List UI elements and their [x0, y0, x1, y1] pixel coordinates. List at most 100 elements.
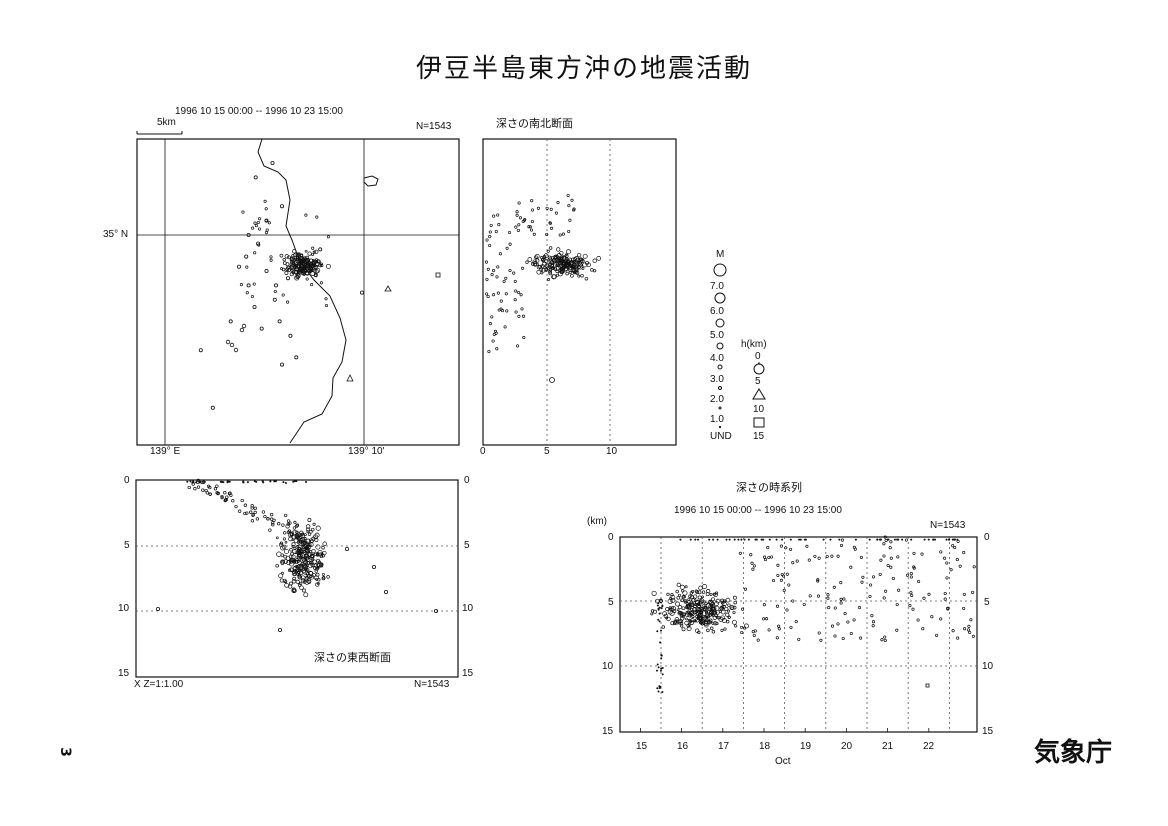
ns-hypocenter	[486, 267, 490, 271]
ts-hypocenter	[825, 554, 829, 559]
ew-hypocenter	[304, 545, 309, 550]
ns-hypocenter	[485, 292, 489, 296]
ts-hypocenter	[727, 609, 731, 613]
ew-hypocenter	[263, 514, 267, 519]
ns-hypocenter	[565, 260, 570, 265]
ts-hypocenter	[682, 590, 688, 596]
ew-hypocenter	[245, 511, 249, 515]
ts-hypocenter	[882, 542, 886, 546]
map-lat-label: 35° N	[103, 229, 129, 240]
ts-hypocenter	[682, 595, 686, 599]
ew-hypocenter-surface	[295, 480, 298, 483]
ts-day-ticks	[640, 728, 930, 732]
ew-hypocenter	[295, 523, 300, 527]
ns-title: 深さの南北断面	[496, 117, 573, 130]
ns-hypocenter	[520, 307, 524, 311]
ts-hypocenter-surface	[754, 538, 757, 541]
map-epicenter	[294, 355, 299, 360]
ew-hypocenter	[282, 537, 286, 541]
ns-hypocenter	[514, 310, 518, 314]
map-epicenter	[244, 254, 249, 259]
ts-hypocenter	[935, 633, 939, 637]
map-epicenter	[324, 297, 328, 301]
map-epicenter	[297, 252, 301, 256]
ts-hypocenter	[889, 540, 893, 544]
ew-hypocenter-surface	[305, 481, 307, 483]
ts-hypocenter	[839, 581, 843, 585]
ts-hypocenter	[725, 597, 731, 603]
ts-hypocenter	[710, 612, 714, 617]
ew-hypocenter	[303, 592, 309, 598]
ts-hypocenter	[817, 631, 821, 635]
ts-hypocenter	[939, 617, 943, 621]
ts-hypocenter	[971, 634, 975, 638]
ew-hypocenter	[285, 524, 290, 529]
ts-hypocenter	[672, 609, 677, 613]
ns-hypocenter	[512, 271, 516, 275]
ts-hypocenter-surface	[945, 538, 948, 541]
ts-hypocenter	[694, 617, 700, 623]
ns-hypocenter	[485, 277, 489, 281]
ts-hypocenter	[743, 587, 748, 591]
map-epicenter	[294, 266, 300, 272]
ts-hypocenter	[891, 576, 895, 580]
ns-hypocenter	[487, 349, 491, 354]
map-epicenter	[241, 210, 245, 214]
ts-hypocenter-surface	[876, 538, 879, 541]
ts-hypocenter	[971, 590, 975, 594]
ew-hypocenter	[271, 521, 275, 525]
ts-hypocenter	[720, 628, 724, 632]
ew-hypocenter	[231, 499, 235, 503]
ts-hypocenter-surface	[927, 538, 930, 541]
ew-hypocenter	[311, 558, 315, 562]
ns-hypocenter	[540, 264, 545, 269]
ts-hypocenter	[945, 576, 949, 580]
ew-hypocenter	[315, 525, 321, 531]
ts-hypocenter	[697, 630, 701, 635]
ts-hypocenter-surface	[716, 538, 719, 541]
ns-hypocenter	[494, 230, 498, 234]
ts-hypocenter	[795, 559, 799, 563]
ew-hypocenter	[292, 576, 297, 581]
ew-hypocenter	[286, 519, 291, 523]
ts-hypocenter	[930, 615, 934, 619]
ew-hypocenter	[322, 541, 327, 547]
ts-ytick-right-10: 10	[982, 661, 994, 672]
ew-hypocenter	[220, 494, 224, 499]
map-epicenter	[319, 281, 323, 285]
ew-hypocenter	[279, 542, 284, 547]
ts-hypocenter-surface	[838, 538, 841, 541]
ts-hypocenter	[708, 618, 713, 623]
ts-hypocenter	[692, 607, 698, 612]
ts-period: 1996 10 15 00:00 -- 1996 10 23 15:00	[674, 505, 842, 516]
ts-hypocenter	[909, 591, 913, 595]
ns-hypocenter	[484, 260, 488, 264]
ns-hypocenter	[578, 262, 583, 268]
ts-hypocenter-surface	[953, 538, 956, 541]
ns-hypocenter	[554, 261, 559, 266]
ns-hypocenter	[555, 269, 560, 274]
ew-hypocenter	[301, 562, 308, 569]
ts-hypocenter	[679, 584, 685, 590]
ts-hypocenter	[805, 544, 809, 548]
ts-hypocenter	[922, 596, 926, 600]
ts-hypocenter	[816, 579, 820, 583]
ts-hypocenter	[651, 590, 657, 596]
map-epicenter	[295, 258, 301, 264]
ew-hypocenter	[307, 532, 312, 536]
ts-hypocenter	[889, 565, 893, 569]
ew-hypocenter	[292, 529, 298, 535]
map-epicenter	[281, 293, 285, 297]
map-epicenter	[245, 291, 249, 295]
ts-hypocenter-surface	[760, 538, 763, 541]
ew-hypocenter	[281, 523, 285, 527]
map-epicenter	[284, 271, 289, 275]
legend-magnitude-symbol	[714, 292, 726, 304]
ns-hypocenter	[488, 322, 492, 326]
ew-hypocenter-surface	[228, 480, 231, 483]
map-epicenter	[259, 326, 264, 331]
ns-hypocenter	[566, 258, 570, 262]
ts-hypocenter	[802, 602, 806, 607]
ew-hypocenter-surface	[282, 481, 285, 484]
ns-hypocenter	[565, 263, 569, 267]
